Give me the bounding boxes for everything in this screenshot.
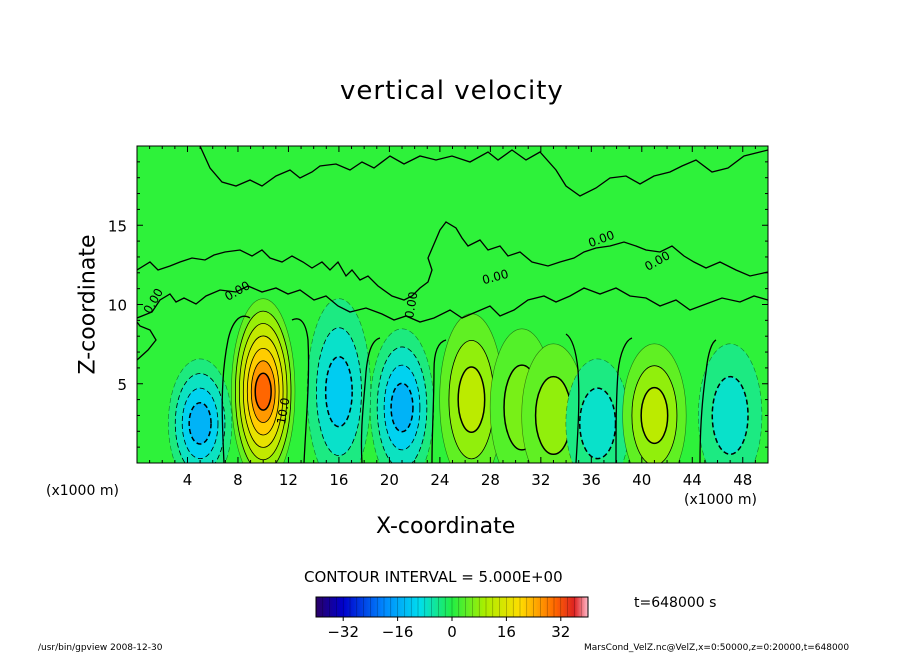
contour-ellipse [188, 402, 212, 445]
column-contour-3 [360, 337, 381, 463]
column-contour-4 [431, 339, 447, 463]
x-tick-label: 16 [329, 471, 348, 489]
zero-contour-mid [137, 285, 768, 323]
zero-contour-upper [137, 221, 768, 301]
y-axis-label: Z-coordinate [75, 234, 101, 375]
colorbar-gradient [316, 597, 588, 617]
zero-contours [137, 146, 768, 361]
contour-ellipse [457, 366, 486, 433]
cell-updraft [622, 343, 687, 463]
cell-downdraft [565, 358, 630, 463]
contour-ellipse [711, 375, 749, 456]
contour-interval-label: CONTOUR INTERVAL = 5.000E+00 [304, 568, 563, 586]
column-contour-2 [291, 318, 310, 463]
x-tick-label: 20 [380, 471, 399, 489]
colorbar-ticks: −32 −16 0 16 32 [327, 617, 570, 641]
cell-downdraft [369, 328, 435, 463]
column-contour-7 [699, 339, 717, 463]
x-tick-label: 8 [233, 471, 243, 489]
chart-title: vertical velocity [340, 76, 564, 106]
column-contours [221, 315, 717, 463]
x-tick-label: 40 [632, 471, 651, 489]
contour-ellipse [390, 382, 414, 433]
cell-updraft [439, 313, 504, 463]
footer-left: /usr/bin/gpview 2008-12-30 [38, 643, 163, 653]
cell-updraft [231, 298, 296, 463]
contour-ellipse [324, 355, 353, 428]
column-contour-6 [615, 337, 633, 463]
zero-contour-left-edge [137, 321, 157, 361]
column-contour-1 [221, 315, 251, 463]
zero-contour-top [199, 146, 768, 197]
column-contour-5 [565, 333, 580, 463]
colorbar-tick-label: 32 [551, 623, 570, 641]
colorbar-tick-label: 16 [497, 623, 516, 641]
y-tick-label: 15 [108, 217, 127, 235]
colorbar-tick-label: −32 [327, 623, 359, 641]
x-tick-label: 28 [481, 471, 500, 489]
x-unit-right: (x1000 m) [684, 492, 757, 508]
x-tick-label: 32 [531, 471, 550, 489]
cell-downdraft [306, 298, 371, 463]
x-tick-label: 44 [683, 471, 702, 489]
x-tick-label: 12 [279, 471, 298, 489]
cells-layer [168, 298, 763, 463]
contour-ellipse [640, 386, 669, 445]
time-label: t=648000 s [634, 595, 717, 611]
x-tick-label: 4 [183, 471, 193, 489]
colorbar-tick-label: 0 [447, 623, 457, 641]
colorbar-tick-label: −16 [382, 623, 414, 641]
x-tick-label: 36 [582, 471, 601, 489]
x-tick-label: 24 [430, 471, 449, 489]
y-tick-label: 5 [117, 376, 127, 394]
cell-downdraft [168, 358, 233, 463]
contour-ellipse [254, 372, 272, 411]
contour-ellipse [578, 387, 617, 460]
colorbar-lines [322, 597, 582, 617]
x-axis-label: X-coordinate [376, 514, 516, 539]
cell-downdraft [698, 343, 763, 463]
footer-right: MarsCond_VelZ.nc@VelZ,x=0:50000,z=0:2000… [584, 643, 850, 653]
y-tick-label: 10 [108, 297, 127, 315]
x-tick-label: 48 [733, 471, 752, 489]
x-unit-left: (x1000 m) [46, 483, 119, 499]
